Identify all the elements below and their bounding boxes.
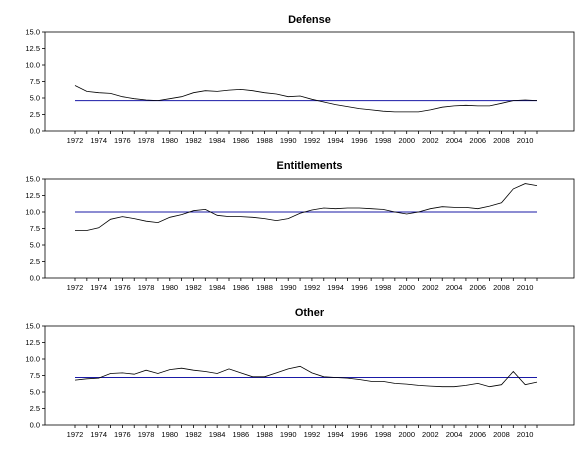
- x-tick-label: 2004: [446, 283, 463, 292]
- y-tick-label: 2.5: [30, 404, 40, 413]
- x-tick-label: 1994: [327, 430, 344, 439]
- x-tick-label: 2002: [422, 430, 439, 439]
- x-tick-label: 1998: [375, 430, 392, 439]
- x-tick-label: 1976: [114, 283, 131, 292]
- x-tick-label: 1996: [351, 136, 368, 145]
- chart-title: Defense: [288, 14, 331, 26]
- x-tick-label: 1986: [233, 136, 250, 145]
- y-tick-label: 15.0: [25, 175, 40, 184]
- x-tick-label: 1974: [90, 430, 107, 439]
- y-tick-label: 10.0: [25, 61, 40, 70]
- y-tick-label: 0.0: [30, 127, 40, 136]
- x-tick-label: 2010: [517, 136, 534, 145]
- x-tick-label: 1984: [209, 430, 226, 439]
- y-tick-label: 5.0: [30, 94, 40, 103]
- x-tick-label: 2000: [398, 430, 415, 439]
- x-tick-label: 2006: [469, 136, 486, 145]
- panel-2: Entitlements 0.0 2.5 5.0 7.5 10.0 12.5 15.0 1972…: [25, 160, 575, 292]
- x-tick-label: 2000: [398, 283, 415, 292]
- x-tick-label: 1972: [67, 136, 84, 145]
- series-line: [75, 183, 538, 231]
- series-line: [74, 85, 538, 113]
- y-tick-label: 7.5: [30, 371, 40, 380]
- x-tick-label: 1984: [209, 136, 226, 145]
- y-tick-label: 12.5: [25, 44, 40, 53]
- x-tick-label: 1982: [185, 283, 202, 292]
- chart-title: Entitlements: [276, 160, 342, 172]
- x-tick-label: 2010: [517, 430, 534, 439]
- x-tick-label: 1972: [67, 283, 84, 292]
- panel-1: Defense 0.0 2.5 5.0 7.5 10.0 12.5 15.0 1972 1974 1…: [25, 14, 575, 145]
- plot-frame: [44, 178, 575, 279]
- x-tick-label: 1972: [67, 430, 84, 439]
- x-tick-label: 2000: [398, 136, 415, 145]
- y-tick-label: 5.0: [30, 388, 40, 397]
- y-tick-label: 12.5: [25, 191, 40, 200]
- plot-frame: [44, 31, 575, 132]
- chart-title: Other: [295, 307, 325, 319]
- x-tick-label: 1992: [304, 283, 321, 292]
- x-tick-label: 1974: [90, 136, 107, 145]
- x-tick-label: 2008: [493, 430, 510, 439]
- y-tick-label: 10.0: [25, 355, 40, 364]
- x-tick-label: 2002: [422, 136, 439, 145]
- x-tick-label: 1978: [138, 283, 155, 292]
- x-tick-label: 1996: [351, 430, 368, 439]
- x-tick-label: 1982: [185, 136, 202, 145]
- x-tick-label: 2010: [517, 283, 534, 292]
- y-tick-label: 5.0: [30, 241, 40, 250]
- x-tick-label: 2002: [422, 283, 439, 292]
- x-tick-label: 1978: [138, 136, 155, 145]
- x-tick-label: 1988: [256, 136, 273, 145]
- x-tick-label: 1990: [280, 430, 297, 439]
- x-tick-label: 2006: [469, 430, 486, 439]
- plot-frame: [44, 325, 575, 426]
- x-tick-label: 2008: [493, 283, 510, 292]
- x-tick-label: 1976: [114, 136, 131, 145]
- x-tick-label: 1998: [375, 136, 392, 145]
- x-tick-label: 1984: [209, 283, 226, 292]
- x-tick-label: 1990: [280, 136, 297, 145]
- x-tick-label: 1986: [233, 283, 250, 292]
- y-tick-label: 10.0: [25, 208, 40, 217]
- y-tick-label: 0.0: [30, 421, 40, 430]
- x-tick-label: 2004: [446, 430, 463, 439]
- y-tick-label: 0.0: [30, 274, 40, 283]
- y-tick-label: 12.5: [25, 338, 40, 347]
- y-tick-label: 2.5: [30, 110, 40, 119]
- x-tick-label: 1980: [161, 136, 178, 145]
- x-tick-label: 1996: [351, 283, 368, 292]
- y-tick-label: 15.0: [25, 28, 40, 37]
- x-tick-label: 1988: [256, 430, 273, 439]
- x-tick-label: 1994: [327, 283, 344, 292]
- x-tick-label: 2006: [469, 283, 486, 292]
- x-tick-label: 1978: [138, 430, 155, 439]
- x-tick-label: 2008: [493, 136, 510, 145]
- x-tick-label: 1988: [256, 283, 273, 292]
- x-tick-label: 1986: [233, 430, 250, 439]
- x-tick-label: 1982: [185, 430, 202, 439]
- panel-3: Other 0.0 2.5 5.0 7.5 10.0 12.5 15.0 1972 1974 197…: [25, 307, 575, 439]
- x-tick-label: 1980: [161, 283, 178, 292]
- x-tick-label: 2004: [446, 136, 463, 145]
- y-tick-label: 7.5: [30, 224, 40, 233]
- series-line: [74, 365, 538, 388]
- x-tick-label: 1994: [327, 136, 344, 145]
- x-tick-label: 1998: [375, 283, 392, 292]
- x-tick-label: 1976: [114, 430, 131, 439]
- x-tick-label: 1980: [161, 430, 178, 439]
- x-tick-label: 1992: [304, 136, 321, 145]
- y-tick-label: 7.5: [30, 77, 40, 86]
- y-tick-label: 15.0: [25, 322, 40, 331]
- x-tick-label: 1992: [304, 430, 321, 439]
- x-tick-label: 1974: [90, 283, 107, 292]
- y-tick-label: 2.5: [30, 257, 40, 266]
- x-tick-label: 1990: [280, 283, 297, 292]
